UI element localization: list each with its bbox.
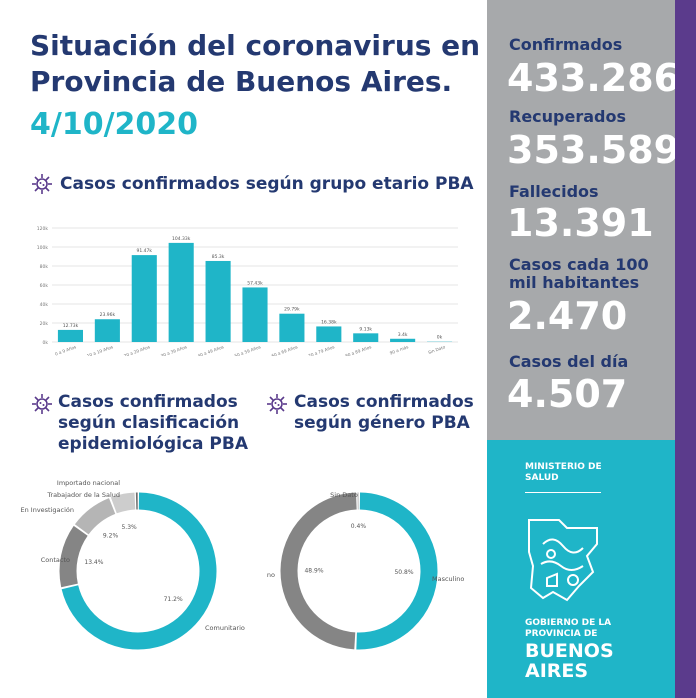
slice-category-label: Sin Dato [330, 491, 358, 499]
donut-charts: 71.2% Comunitario 13.4% Contacto 9.2% En Inve… [20, 479, 464, 650]
slice-category-label: Masculino [432, 575, 464, 583]
epi-chart-title: Casos confirmados según clasificación ep… [58, 392, 248, 454]
virus-icon [32, 394, 52, 414]
bar-data-label: 104.33k [172, 236, 191, 242]
bar [205, 260, 231, 342]
bar [316, 326, 342, 342]
y-tick-label: 80k [40, 264, 49, 270]
bar [168, 242, 194, 342]
y-tick-label: 120k [37, 226, 49, 232]
slice-category-label: Contacto [41, 556, 70, 564]
stat-label-confirmados: Confirmados [509, 35, 623, 54]
ministry-label: MINISTERIO DE SALUD [525, 462, 602, 483]
y-tick-label: 60k [40, 283, 49, 289]
x-tick-label: 70 a 79 Años [308, 344, 336, 356]
brand-panel: MINISTERIO DE SALUD GOBIERNO DE LA PROVI… [487, 440, 675, 698]
slice-pct-label: 48.9% [304, 568, 323, 575]
slice-pct-label: 13.4% [84, 559, 103, 566]
bar-data-label: 91.47k [137, 248, 153, 254]
x-tick-label: 50 a 59 Años [234, 344, 262, 356]
stat-label-casos-dia: Casos del día [509, 352, 629, 371]
slice-pct-label: 71.2% [164, 596, 183, 603]
bar [57, 329, 84, 342]
x-tick-label: 40 a 49 Años [197, 344, 225, 356]
stat-value-confirmados: 433.286 [507, 56, 681, 100]
stat-value-casos-100mil: 2.470 [507, 294, 628, 338]
bar-data-label: 85.3k [212, 254, 225, 260]
stat-value-casos-dia: 4.507 [507, 372, 628, 416]
bar [279, 313, 305, 342]
slice-pct-label: 50.8% [394, 569, 413, 576]
age-chart-title: Casos confirmados según grupo etario PBA [60, 174, 474, 194]
stat-label-fallecidos: Fallecidos [509, 182, 599, 201]
slice-category-label: Importado nacional [57, 479, 120, 487]
bar [353, 333, 379, 342]
government-label: GOBIERNO DE LA PROVINCIA DE [525, 618, 612, 639]
x-tick-label: 80 a 89 Años [345, 344, 373, 356]
virus-icon [267, 394, 287, 414]
x-tick-label: 10 a 19 Años [86, 344, 114, 356]
report-date: 4/10/2020 [30, 107, 199, 142]
bar-data-label: 3.4k [398, 332, 408, 338]
gender-chart-title: Casos confirmados según género PBA [294, 392, 474, 433]
stat-label-recuperados: Recuperados [509, 107, 627, 126]
bar [131, 255, 157, 342]
donut-slice [74, 498, 116, 535]
donut-slice [110, 492, 136, 514]
bar-data-label: 12.73k [63, 323, 79, 329]
y-tick-label: 0k [43, 340, 49, 346]
slice-pct-label: 0.4% [351, 523, 367, 530]
donut-slice [61, 492, 217, 650]
slice-pct-label: 5.3% [121, 524, 137, 531]
slice-category-label: Comunitario [205, 624, 245, 632]
bar-data-label: 0k [437, 335, 443, 341]
age-bar-chart: 0k 20k 40k 60k 80k 100k 120k 12.73k 0 a 9 Años 23… [37, 226, 458, 356]
divider [525, 492, 601, 493]
slice-pct-label: 9.2% [103, 532, 119, 539]
virus-icon [32, 174, 52, 194]
x-tick-label: Sin Dato [427, 344, 446, 355]
stat-label-casos-100mil: Casos cada 100 mil habitantes [509, 255, 649, 292]
x-tick-label: 60 a 69 Años [271, 344, 299, 356]
buenos-aires-label: BUENOS AIRES [525, 640, 614, 682]
slice-category-label: En Investigación [20, 506, 74, 514]
bar-data-label: 9.13k [359, 326, 372, 332]
x-tick-label: 30 a 39 Años [160, 344, 188, 356]
stat-value-fallecidos: 13.391 [507, 201, 654, 245]
bar [94, 319, 120, 342]
x-tick-label: 0 a 9 Años [54, 344, 77, 356]
x-tick-label: 20 a 29 Años [123, 344, 151, 356]
bar-data-label: 16.38k [321, 319, 337, 325]
page-title: Situación del coronavirus en Provincia d… [30, 29, 481, 98]
bar-data-label: 57.43k [247, 280, 263, 286]
y-tick-label: 100k [37, 245, 49, 251]
province-emblem [528, 519, 598, 602]
stat-value-recuperados: 353.589 [507, 128, 681, 172]
donut-slice [356, 492, 438, 650]
bar-data-label: 23.96k [100, 312, 116, 318]
bar [242, 287, 268, 342]
y-tick-label: 20k [40, 321, 49, 327]
bar-data-label: 29.79k [284, 307, 300, 313]
slice-category-label: Trabajador de la Salud [46, 491, 120, 499]
y-tick-label: 40k [40, 302, 49, 308]
purple-stripe [675, 0, 696, 698]
slice-category-label: no [267, 571, 275, 579]
bar [390, 338, 416, 342]
donut-slice [59, 525, 88, 588]
donut-slice [280, 492, 357, 650]
stats-panel: Confirmados 433.286 Recuperados 353.589 … [487, 0, 680, 440]
x-tick-label: 90 a más [389, 344, 409, 355]
